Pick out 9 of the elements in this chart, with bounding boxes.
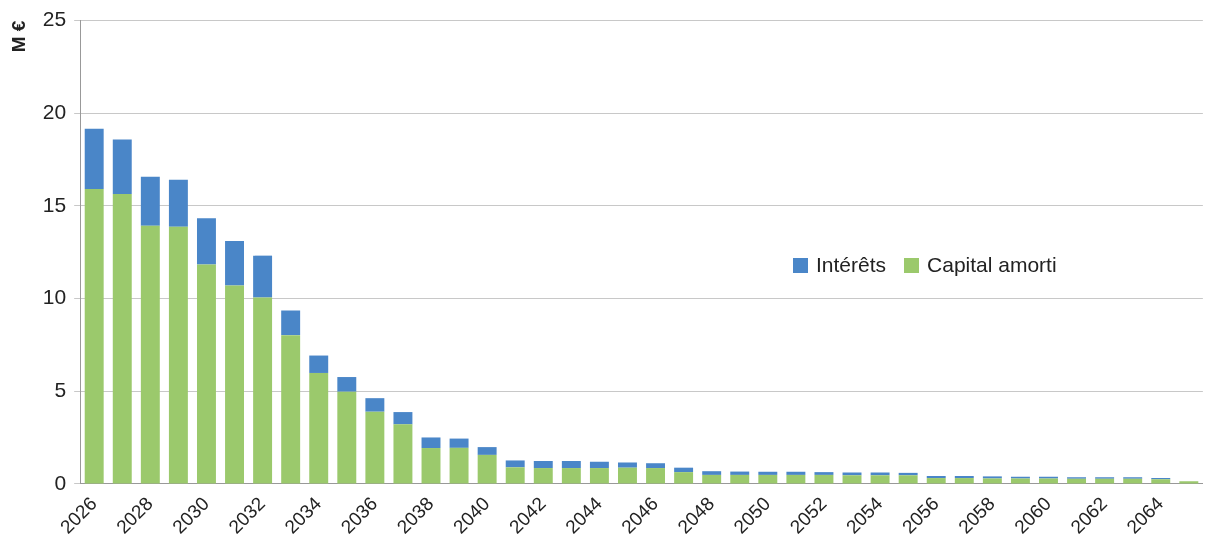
y-tick-label: 0 bbox=[54, 470, 67, 494]
legend-label: Intérêts bbox=[816, 253, 887, 277]
y-axis-title: M € bbox=[7, 20, 29, 53]
legend-label: Capital amorti bbox=[927, 253, 1057, 277]
y-tick-label: 25 bbox=[42, 7, 67, 31]
y-tick-label: 10 bbox=[42, 285, 67, 309]
y-tick-label: 20 bbox=[42, 100, 67, 124]
y-tick-label: 5 bbox=[54, 378, 67, 402]
y-tick-label: 15 bbox=[42, 192, 67, 216]
